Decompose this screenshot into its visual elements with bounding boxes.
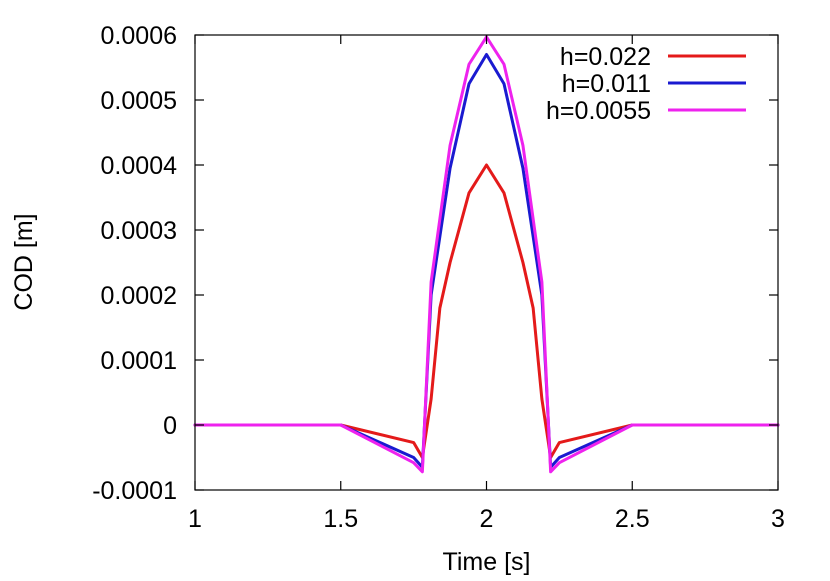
y-tick-label: 0.0006: [101, 22, 177, 50]
x-tick-label: 3: [771, 505, 785, 533]
y-axis-tick-labels: -0.0001 0 0.0001 0.0002 0.0003 0.0004 0.0005 0.…: [92, 22, 177, 505]
plot-frame: [194, 34, 779, 491]
x-tick-label: 1: [188, 505, 202, 533]
x-tick-label: 2.5: [615, 505, 650, 533]
y-tick-label: 0: [163, 412, 177, 440]
x-axis-tick-labels: 1 1.5 2 2.5 3: [188, 505, 785, 533]
x-tick-label: 2: [480, 505, 494, 533]
x-axis-title: Time [s]: [443, 548, 531, 576]
series-line-3: [193, 35, 780, 474]
series-line-1: [193, 163, 780, 459]
series-line-2: [193, 53, 780, 469]
plot-lines: [193, 35, 780, 474]
y-tick-label: -0.0001: [92, 477, 177, 505]
x-tick-label: 1.5: [323, 505, 358, 533]
legend-label: h=0.022: [560, 43, 651, 71]
legend-label: h=0.0055: [546, 97, 651, 125]
y-tick-label: 0.0003: [101, 217, 177, 245]
y-tick-label: 0.0002: [101, 282, 177, 310]
y-tick-label: 0.0005: [101, 87, 177, 115]
y-axis-title: COD [m]: [10, 213, 38, 310]
axis-ticks: [194, 34, 779, 491]
y-tick-label: 0.0001: [101, 347, 177, 375]
y-tick-label: 0.0004: [101, 152, 178, 180]
legend-label: h=0.011: [562, 70, 651, 98]
